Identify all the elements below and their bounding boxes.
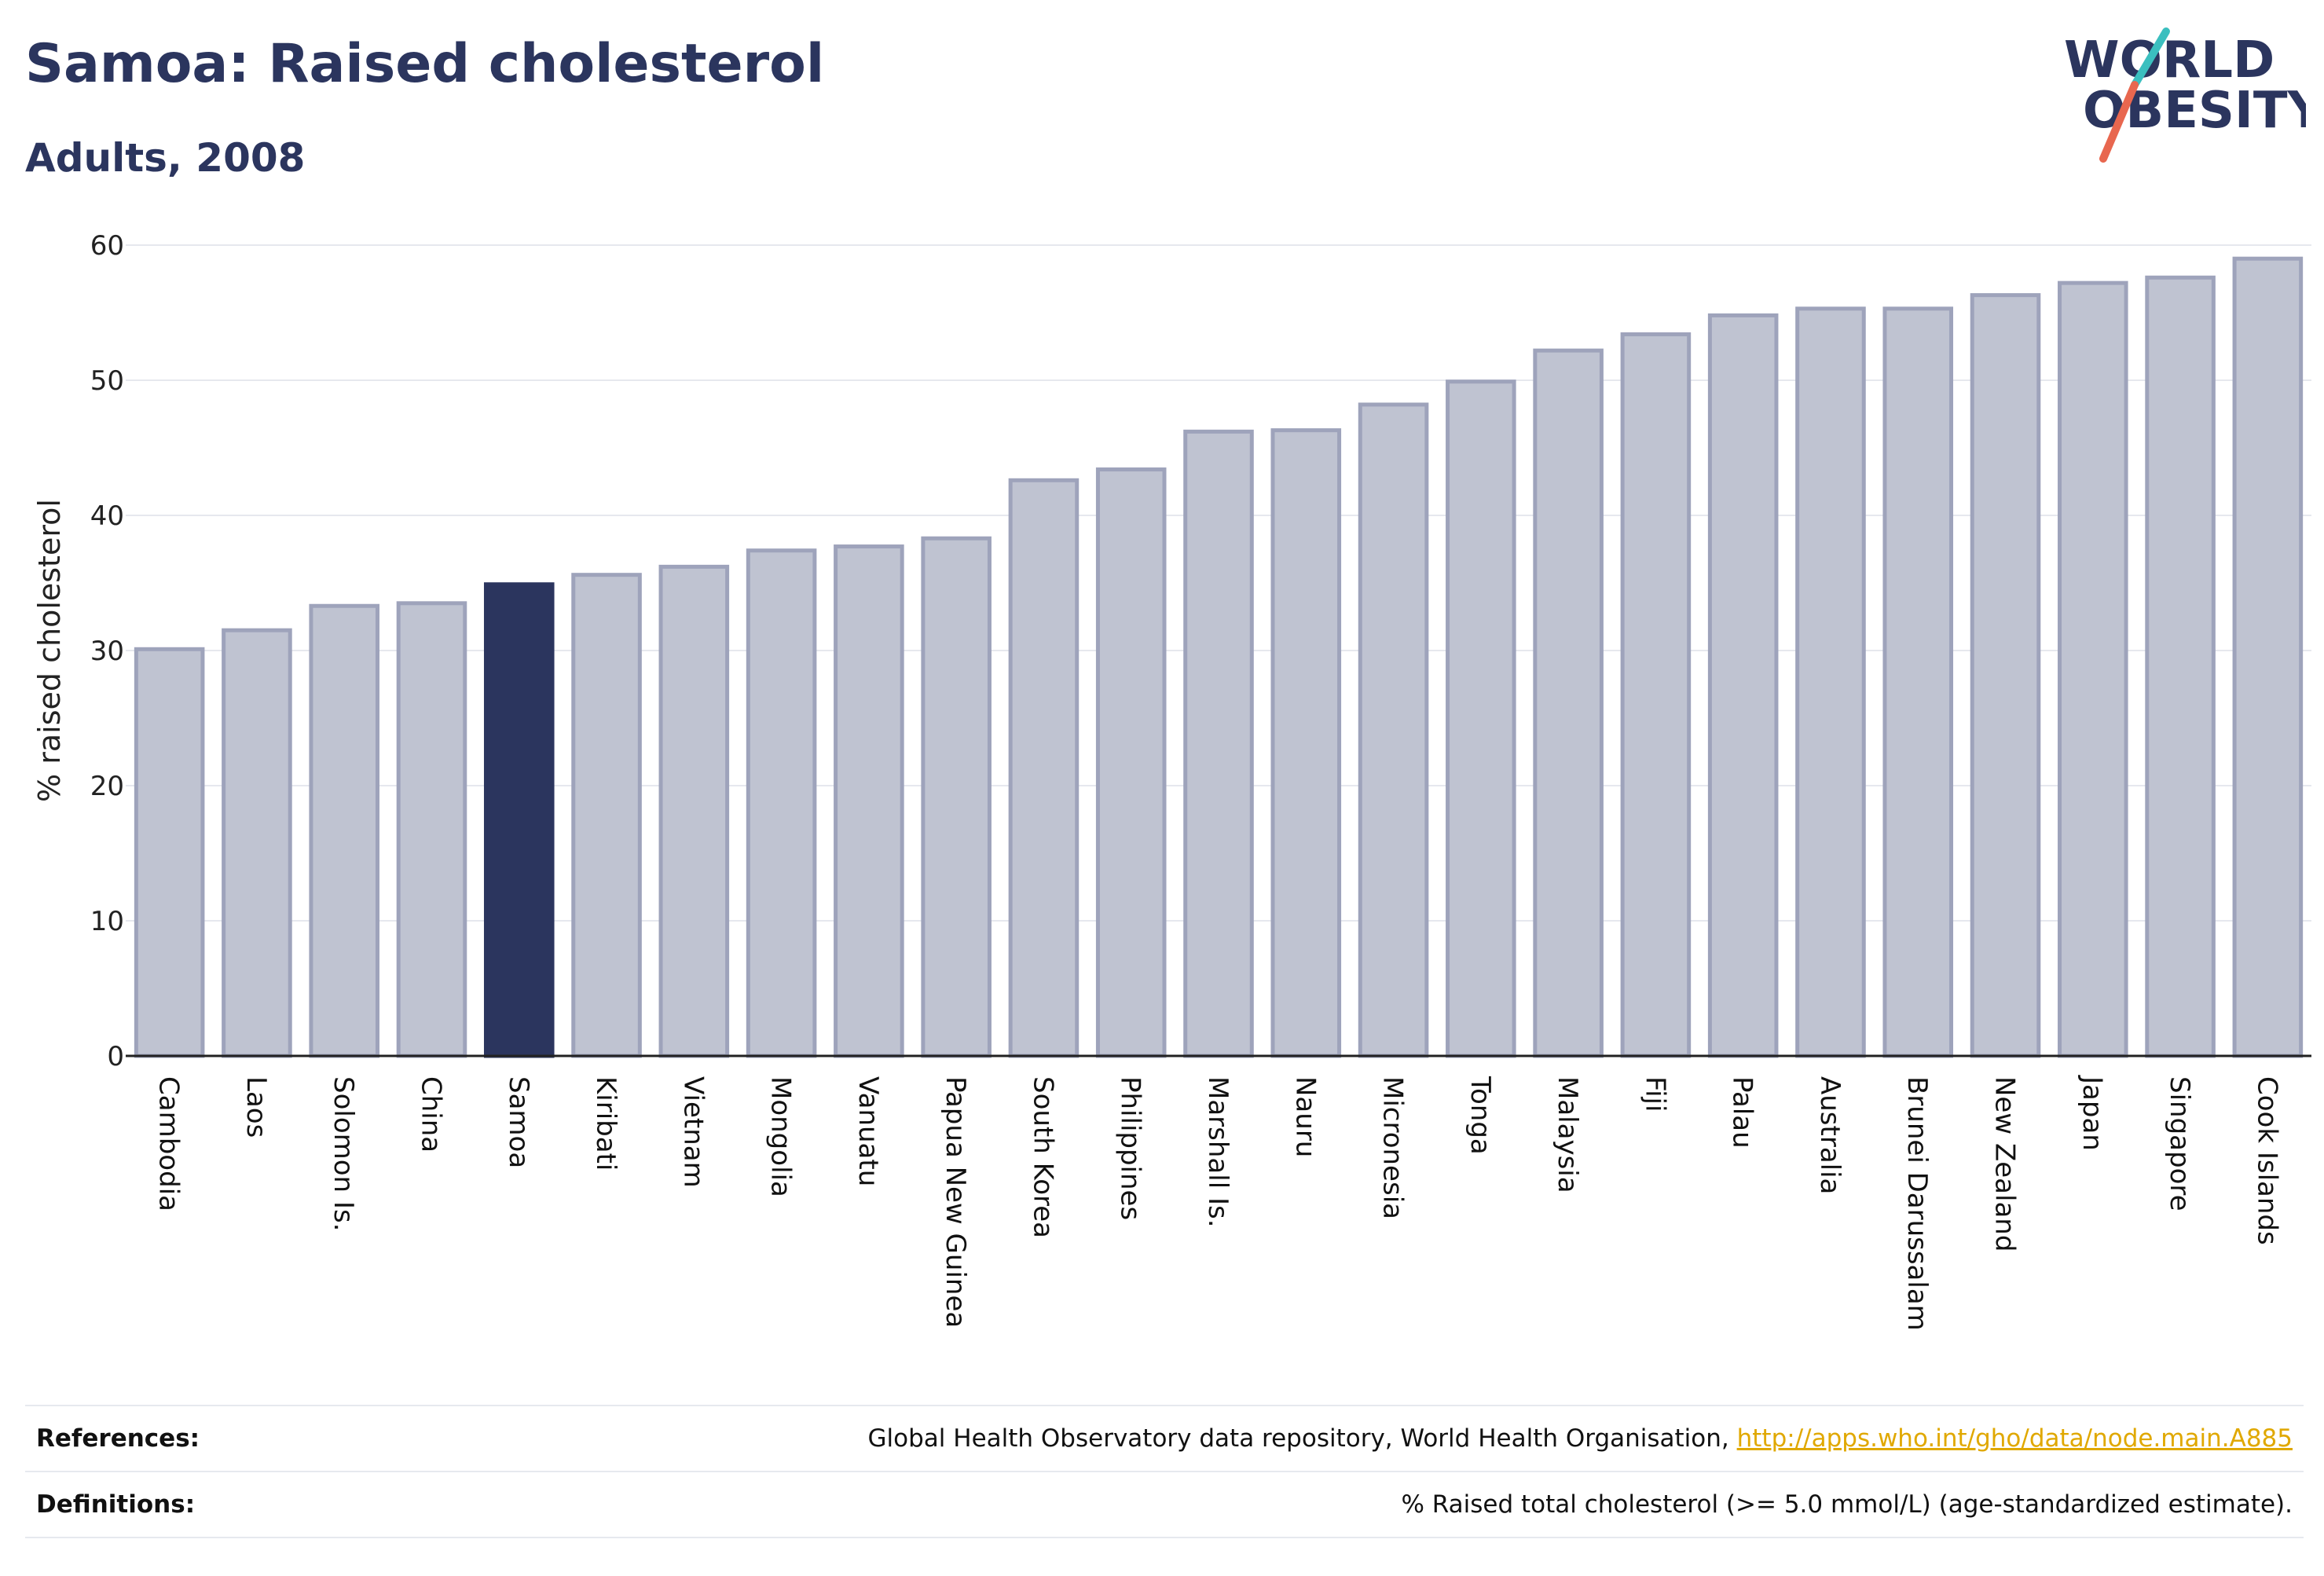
bar-australia <box>1795 306 1866 1058</box>
y-tick-label: 30 <box>90 636 124 667</box>
bar-tonga <box>1446 379 1516 1058</box>
bar-kiribati <box>571 573 642 1058</box>
bar-brunei-darussalam <box>1882 306 1954 1058</box>
x-tick-label: Marshall Is. <box>1202 1076 1233 1228</box>
y-tick-label: 60 <box>90 230 124 262</box>
x-tick-label: Fiji <box>1639 1076 1670 1112</box>
bar-mongolia <box>746 548 817 1058</box>
x-tick-label: Brunei Darussalam <box>1901 1076 1933 1331</box>
bar-samoa <box>483 582 555 1058</box>
footer: References: Global Health Observatory da… <box>25 1405 2304 1538</box>
x-tick-label: Cambodia <box>153 1076 185 1211</box>
bar-philippines <box>1095 467 1167 1058</box>
definitions-text: % Raised total cholesterol (>= 5.0 mmol/… <box>1401 1490 2293 1519</box>
bar-new-zealand <box>1970 293 2041 1058</box>
bar-chart: 0 10 20 30 40 50 60 % raised cholesterol Cambodi… <box>32 230 2311 1331</box>
definitions-label: Definitions: <box>36 1490 196 1519</box>
y-axis-title: % raised cholesterol <box>32 499 67 802</box>
x-tick-label: Australia <box>1814 1076 1846 1194</box>
bar-china <box>396 601 467 1058</box>
definitions-row: Definitions: % Raised total cholesterol … <box>25 1471 2304 1538</box>
x-tick-label: Tonga <box>1464 1076 1496 1155</box>
bar-vietnam <box>658 564 730 1058</box>
x-tick-label: New Zealand <box>1989 1076 2021 1252</box>
references-value: Global Health Observatory data repositor… <box>868 1424 2304 1453</box>
x-tick-label: Vietnam <box>677 1076 709 1188</box>
x-tick-label: China <box>415 1076 446 1153</box>
x-tick-label: Cook Islands <box>2251 1076 2282 1245</box>
logo-slash-teal <box>2131 27 2170 89</box>
bar-singapore <box>2145 275 2216 1058</box>
x-tick-label: Singapore <box>2164 1076 2195 1211</box>
page-title: Samoa: Raised cholesterol <box>25 33 825 95</box>
bar-marshall-is <box>1183 429 1254 1058</box>
bar-malaysia <box>1533 348 1604 1058</box>
x-tick-label: Japan <box>2077 1075 2108 1151</box>
bar-cambodia <box>134 647 205 1058</box>
x-tick-label: South Korea <box>1027 1076 1058 1238</box>
x-tick-label: Nauru <box>1289 1076 1321 1157</box>
bar-cook-islands <box>2232 256 2304 1058</box>
logo-slash-coral <box>2099 81 2139 163</box>
world-obesity-logo[interactable]: WORLD OBESITY <box>2055 24 2324 165</box>
bar-vanuatu <box>834 544 904 1058</box>
references-link[interactable]: http://apps.who.int/gho/data/node.main.A… <box>1736 1424 2293 1453</box>
bar-palau <box>1707 313 1779 1058</box>
x-tick-label: Samoa <box>503 1076 534 1168</box>
y-tick-label: 10 <box>90 906 124 937</box>
bar-papua-new-guinea <box>921 536 992 1058</box>
bar-micronesia <box>1358 402 1429 1058</box>
y-tick-label: 40 <box>90 500 124 532</box>
y-tick-label: 20 <box>90 771 124 802</box>
references-text: Global Health Observatory data repositor… <box>867 1424 1729 1453</box>
x-tick-label: Papua New Guinea <box>940 1076 971 1328</box>
y-tick-label: 0 <box>107 1041 124 1072</box>
references-row: References: Global Health Observatory da… <box>25 1405 2304 1471</box>
references-label: References: <box>36 1424 200 1453</box>
logo-line1: WORLD <box>2064 31 2275 90</box>
bar-laos <box>222 628 292 1058</box>
page-subtitle: Adults, 2008 <box>25 135 306 181</box>
bar-japan <box>2058 280 2128 1058</box>
bar-solomon-is <box>309 603 379 1058</box>
x-tick-label: Mongolia <box>765 1076 797 1197</box>
x-tick-label: Vanuatu <box>852 1076 884 1186</box>
x-tick-label: Solomon Is. <box>328 1076 359 1231</box>
x-tick-label: Kiribati <box>590 1076 621 1171</box>
logo-graphic: WORLD OBESITY <box>2064 27 2324 163</box>
x-tick-label: Malaysia <box>1552 1076 1583 1193</box>
x-tick-label: Palau <box>1727 1076 1758 1149</box>
x-tick-label: Micronesia <box>1377 1076 1409 1219</box>
x-tick-label: Philippines <box>1115 1076 1146 1220</box>
y-tick-label: 50 <box>90 365 124 397</box>
bar-nauru <box>1270 428 1342 1058</box>
bar-fiji <box>1620 332 1692 1058</box>
x-tick-label: Laos <box>240 1076 272 1138</box>
bar-south-korea <box>1008 478 1080 1058</box>
